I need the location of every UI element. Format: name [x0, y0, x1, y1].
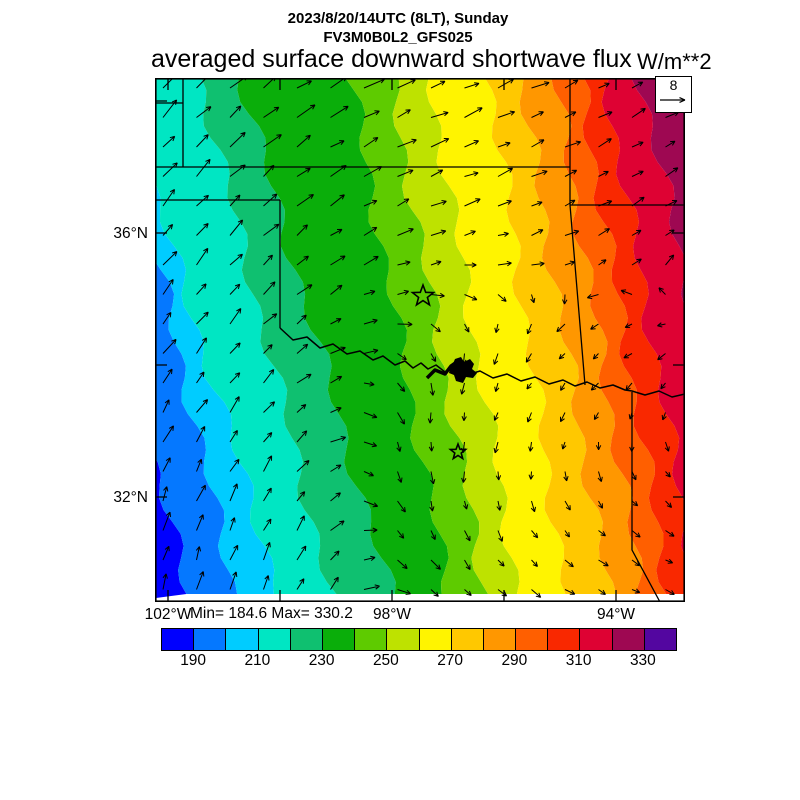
colorbar-segment-180 — [162, 629, 194, 650]
colorbar-label-230: 230 — [308, 652, 335, 669]
map-frame — [155, 78, 686, 603]
units-label: W/m**2 — [637, 49, 712, 74]
flux-band-300-310 — [582, 78, 685, 594]
flux-band-190-200 — [155, 261, 238, 594]
colorbar-label-330: 330 — [629, 652, 656, 669]
flux-band-250-260 — [392, 78, 520, 594]
lat-label-32N: 32°N — [113, 489, 148, 506]
colorbar-label-310: 310 — [565, 652, 592, 669]
flux-band-310-320 — [601, 78, 685, 557]
flux-band-200-210 — [155, 183, 275, 594]
colorbar-segment-320 — [611, 629, 644, 650]
wind-reference-box: 8 — [655, 76, 692, 113]
flux-band-260-270 — [426, 78, 566, 594]
colorbar — [161, 628, 677, 651]
lon-label-98W: 98°W — [372, 606, 412, 623]
colorbar-label-290: 290 — [501, 652, 528, 669]
colorbar-segment-190 — [193, 629, 226, 650]
flux-band-180-190 — [155, 458, 187, 599]
colorbar-segment-230 — [321, 629, 355, 650]
border-oklahoma-arkansas — [569, 204, 586, 386]
colorbar-segment-300 — [547, 629, 580, 650]
flux-band-230-240 — [237, 78, 449, 594]
colorbar-segment-260 — [418, 629, 451, 650]
flux-band-320-330 — [631, 78, 685, 307]
city-star-marker-1 — [410, 282, 436, 307]
contour-map — [155, 78, 686, 603]
colorbar-segment-240 — [354, 629, 387, 650]
wind-vectors — [162, 78, 680, 598]
colorbar-segment-280 — [482, 629, 516, 650]
city-star-marker-2 — [448, 441, 468, 461]
lat-label-36N: 36°N — [113, 225, 148, 242]
flux-band-220-230 — [201, 78, 396, 594]
colorbar-segment-290 — [515, 629, 548, 650]
lake-texoma — [449, 357, 477, 383]
colorbar-label-190: 190 — [180, 652, 207, 669]
colorbar-segment-220 — [289, 629, 322, 650]
lon-label-94W: 94°W — [596, 606, 636, 623]
wind-reference-arrow-icon — [660, 97, 686, 103]
colorbar-segment-200 — [225, 629, 258, 650]
colorbar-segment-330 — [643, 629, 676, 650]
colorbar-segment-210 — [257, 629, 290, 650]
wind-reference-value: 8 — [669, 77, 678, 93]
lon-label-102W: 102°W — [144, 606, 192, 623]
colorbar-segment-310 — [579, 629, 612, 650]
contour-map-svg — [155, 78, 686, 603]
flux-band-240-250 — [345, 78, 488, 594]
flux-band-270-280 — [484, 78, 617, 594]
colorbar-segment-270 — [450, 629, 483, 650]
minmax-stats: Min= 184.6 Max= 330.2 — [190, 605, 353, 622]
axis-ticks — [155, 78, 685, 602]
plot-title: averaged surface downward shortwave flux — [151, 45, 632, 73]
datetime-heading: 2023/8/20/14UTC (8LT), Sunday — [287, 10, 509, 27]
colorbar-segment-250 — [386, 629, 419, 650]
model-heading: FV3M0B0L2_GFS025 — [323, 29, 473, 46]
colorbar-label-270: 270 — [437, 652, 464, 669]
colorbar-label-210: 210 — [244, 652, 271, 669]
flux-band-210-220 — [155, 78, 337, 594]
flux-band-290-300 — [551, 78, 667, 594]
colorbar-label-250: 250 — [372, 652, 399, 669]
